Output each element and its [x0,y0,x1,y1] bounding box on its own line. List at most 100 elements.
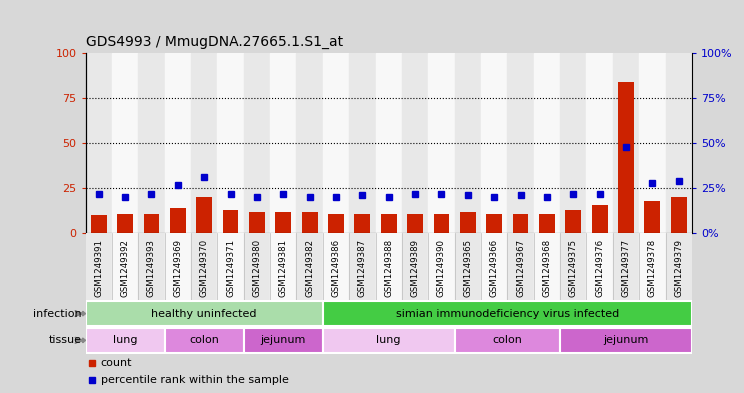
Text: percentile rank within the sample: percentile rank within the sample [100,375,289,385]
Text: lung: lung [113,335,138,345]
Bar [644,201,660,233]
Text: GSM1249386: GSM1249386 [332,239,341,297]
Bar [455,53,481,233]
Bar [507,53,533,233]
Text: GSM1249375: GSM1249375 [568,239,578,297]
Bar [533,53,560,233]
Bar [86,53,112,233]
Text: GSM1249379: GSM1249379 [674,239,683,297]
Bar [270,53,296,233]
Bar [164,53,191,233]
Bar [112,233,138,300]
Bar [275,212,291,233]
Text: GSM1249370: GSM1249370 [199,239,209,297]
Text: GSM1249378: GSM1249378 [648,239,657,297]
Bar [455,233,481,300]
Bar [138,53,164,233]
Bar [618,82,634,233]
Bar [217,233,244,300]
Bar [565,210,581,233]
Bar [513,213,528,233]
Text: jejunum: jejunum [260,335,306,345]
Bar [196,197,212,233]
Bar [86,327,164,353]
Text: GSM1249369: GSM1249369 [173,239,182,297]
Bar [112,53,138,233]
Bar [349,233,376,300]
Text: simian immunodeficiency virus infected: simian immunodeficiency virus infected [396,309,619,319]
Text: GSM1249367: GSM1249367 [516,239,525,297]
Bar [323,233,349,300]
Bar [381,213,397,233]
Bar [671,197,687,233]
Text: count: count [100,358,132,367]
Text: jejunum: jejunum [603,335,649,345]
Bar [639,53,666,233]
Bar [429,53,455,233]
Bar [613,53,639,233]
Bar [429,233,455,300]
Bar [296,53,323,233]
Bar [460,212,475,233]
Bar [539,213,555,233]
Bar [323,53,349,233]
Text: GSM1249365: GSM1249365 [464,239,472,297]
Bar [586,233,613,300]
Bar [560,327,692,353]
Text: GSM1249393: GSM1249393 [147,239,156,297]
Bar [296,233,323,300]
Bar [249,212,265,233]
Bar [191,53,217,233]
Text: colon: colon [189,335,219,345]
Bar [217,53,244,233]
Bar [118,213,133,233]
Bar [354,213,371,233]
Bar [91,215,106,233]
Text: tissue: tissue [49,335,82,345]
Bar [244,327,323,353]
Bar [222,210,239,233]
Text: GSM1249377: GSM1249377 [621,239,630,297]
Text: lung: lung [376,335,401,345]
Text: GSM1249388: GSM1249388 [384,239,394,297]
Bar [533,233,560,300]
Bar [349,53,376,233]
Text: colon: colon [493,335,522,345]
Bar [586,53,613,233]
Text: GSM1249392: GSM1249392 [121,239,129,297]
Bar [86,301,323,327]
Bar [481,233,507,300]
Bar [164,327,244,353]
Text: GSM1249382: GSM1249382 [305,239,314,297]
Text: GSM1249381: GSM1249381 [279,239,288,297]
Bar [455,327,560,353]
Bar [507,233,533,300]
Text: GSM1249366: GSM1249366 [490,239,498,297]
Bar [170,208,186,233]
Bar [323,327,455,353]
Bar [402,233,429,300]
Bar [376,233,402,300]
Bar [244,53,270,233]
Bar [376,53,402,233]
Bar [560,53,586,233]
Text: GSM1249371: GSM1249371 [226,239,235,297]
Bar [144,213,159,233]
Text: GSM1249376: GSM1249376 [595,239,604,297]
Text: GSM1249389: GSM1249389 [411,239,420,297]
Text: healthy uninfected: healthy uninfected [152,309,257,319]
Bar [302,212,318,233]
Bar [434,213,449,233]
Text: GSM1249368: GSM1249368 [542,239,551,297]
Text: GSM1249387: GSM1249387 [358,239,367,297]
Text: infection: infection [33,309,82,319]
Text: GDS4993 / MmugDNA.27665.1.S1_at: GDS4993 / MmugDNA.27665.1.S1_at [86,35,343,49]
Bar [270,233,296,300]
Bar [323,301,692,327]
Bar [666,233,692,300]
Bar [402,53,429,233]
Text: GSM1249390: GSM1249390 [437,239,446,297]
Bar [613,233,639,300]
Bar [666,53,692,233]
Bar [138,233,164,300]
